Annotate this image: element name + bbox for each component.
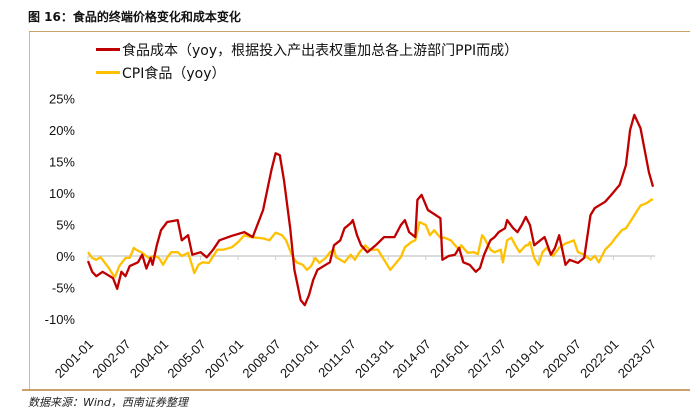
top-rule — [29, 31, 690, 32]
legend-item-cpi-food: CPI食品（yoy） — [96, 61, 518, 84]
x-tick-label: 2010-01 — [277, 337, 321, 381]
y-tick-label: 0% — [56, 249, 75, 264]
y-tick-label: 20% — [49, 123, 75, 138]
series-line-cpi-food — [87, 198, 654, 278]
legend: 食品成本（yoy，根据投入产出表权重加总各上游部门PPI而成） CPI食品（yo… — [96, 38, 518, 84]
legend-label-food-cost: 食品成本（yoy，根据投入产出表权重加总各上游部门PPI而成） — [122, 42, 519, 59]
bottom-rule — [22, 389, 690, 391]
x-tick-label: 2004-01 — [127, 337, 171, 381]
legend-swatch-cpi-food — [96, 71, 120, 74]
x-tick-label: 2016-01 — [427, 337, 471, 381]
x-tick-label: 2008-07 — [239, 337, 283, 381]
y-tick-label: -5% — [52, 281, 76, 296]
legend-item-food-cost: 食品成本（yoy，根据投入产出表权重加总各上游部门PPI而成） — [96, 38, 518, 61]
y-tick-label: -10% — [45, 312, 76, 327]
legend-label-cpi-food: CPI食品（yoy） — [122, 65, 226, 82]
source-note: 数据来源：Wind，西南证券整理 — [28, 396, 188, 409]
x-tick-label: 2013-01 — [352, 337, 396, 381]
series-line-food-cost — [86, 113, 655, 307]
x-tick-label: 2020-07 — [540, 337, 584, 381]
x-tick-label: 2014-07 — [390, 337, 434, 381]
y-tick-label: 25% — [49, 92, 75, 107]
x-tick-label: 2002-07 — [89, 337, 133, 381]
x-tick-label: 2007-01 — [202, 337, 246, 381]
x-tick-label: 2005-07 — [164, 337, 208, 381]
x-tick-label: 2011-07 — [315, 337, 359, 381]
legend-swatch-food-cost — [96, 48, 120, 51]
y-tick-label: 15% — [49, 155, 75, 170]
y-tick-label: 10% — [49, 186, 75, 201]
x-tick-label: 2023-07 — [615, 337, 659, 381]
x-tick-label: 2022-01 — [577, 337, 621, 381]
frame-left-border — [29, 32, 30, 389]
x-tick-label: 2017-07 — [465, 337, 509, 381]
figure-title: 图 16：食品的终端价格变化和成本变化 — [28, 10, 241, 24]
x-tick-label: 2001-01 — [52, 337, 96, 381]
y-tick-label: 5% — [56, 218, 75, 233]
x-tick-label: 2019-01 — [502, 337, 546, 381]
